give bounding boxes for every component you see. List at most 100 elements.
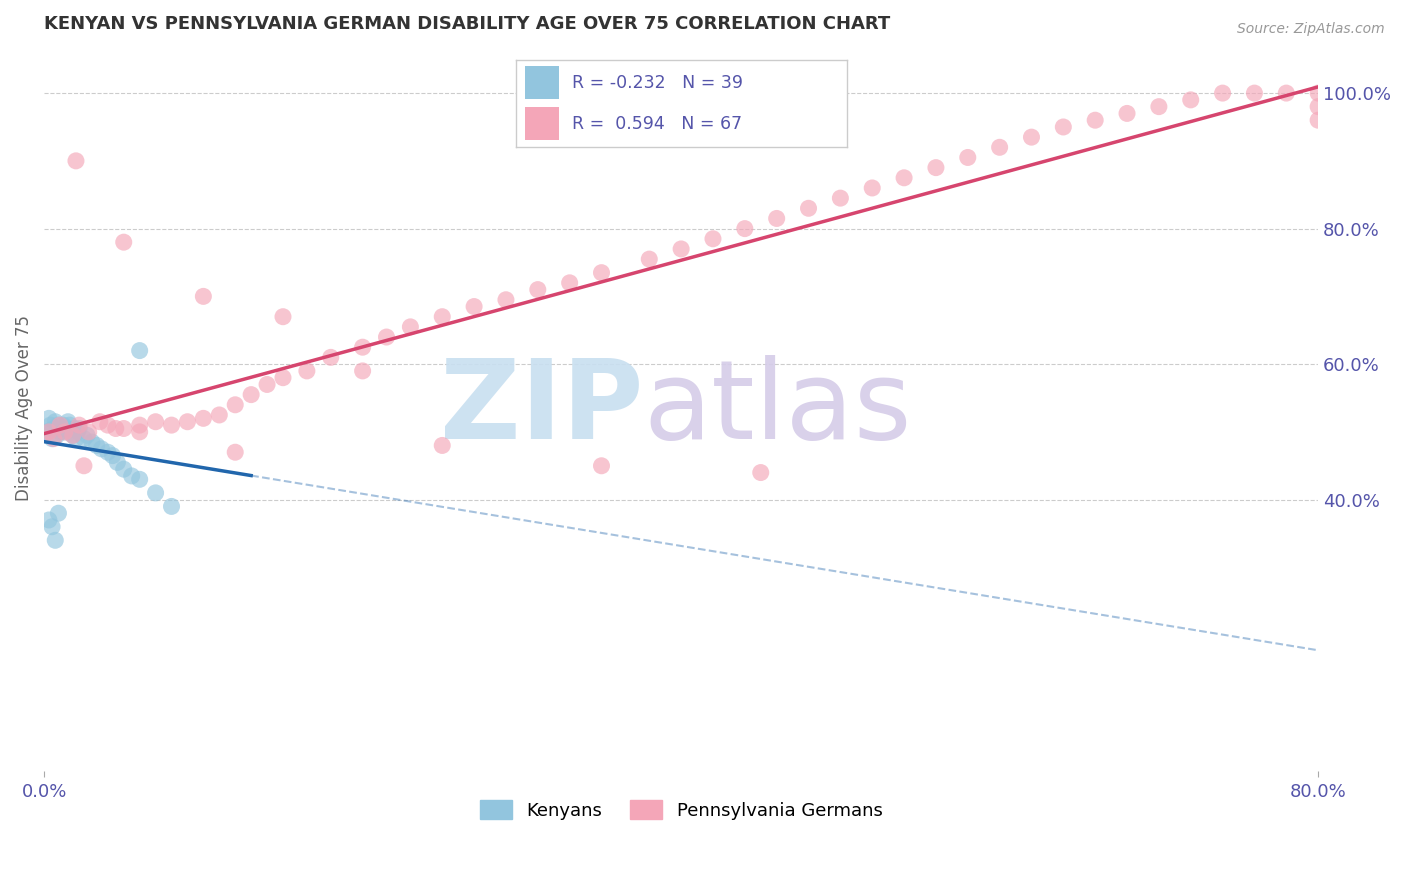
Point (86, 438, 108, 452)
Point (558, 276, 581, 290)
Point (160, 418, 183, 433)
Point (1243, 86, 1265, 100)
Point (765, 211, 787, 226)
Point (1212, 86, 1234, 100)
Point (112, 235, 135, 249)
Point (375, 330, 398, 344)
Text: atlas: atlas (643, 355, 911, 462)
Point (749, 466, 772, 480)
Point (105, 455, 128, 469)
Point (145, 415, 167, 429)
Point (893, 170, 915, 185)
Point (58, 418, 80, 433)
Point (1116, 106, 1139, 120)
Point (295, 364, 318, 378)
Point (48, 506, 70, 520)
Point (1308, 113, 1330, 128)
Point (224, 398, 246, 412)
Point (38, 425, 60, 439)
Point (52, 418, 75, 433)
Point (101, 449, 124, 463)
Point (53, 425, 76, 439)
Point (73, 432, 96, 446)
Point (97, 445, 120, 459)
Point (44, 533, 66, 548)
Point (669, 242, 692, 256)
Point (60, 425, 83, 439)
Point (104, 421, 127, 435)
Point (77, 425, 100, 439)
Point (830, 191, 852, 205)
Point (56, 415, 79, 429)
Point (271, 310, 294, 324)
Point (224, 445, 246, 459)
Point (527, 283, 550, 297)
Point (89, 415, 111, 429)
Point (1308, 100, 1330, 114)
Point (1180, 93, 1202, 107)
Point (1147, 100, 1170, 114)
Point (256, 377, 278, 392)
Point (44, 415, 66, 429)
Point (1308, 86, 1330, 100)
Text: Source: ZipAtlas.com: Source: ZipAtlas.com (1237, 22, 1385, 37)
Point (65, 432, 87, 446)
Point (193, 289, 215, 303)
Point (352, 364, 374, 378)
Point (734, 221, 756, 235)
Point (49, 425, 72, 439)
Point (51, 421, 73, 435)
Point (112, 421, 135, 435)
Point (63, 421, 86, 435)
Point (591, 458, 613, 473)
Point (41, 432, 63, 446)
Point (62, 428, 84, 442)
Point (48, 418, 70, 433)
Point (240, 387, 263, 401)
Point (45, 428, 67, 442)
Point (39, 418, 62, 433)
Point (67, 421, 90, 435)
Point (37, 425, 59, 439)
Point (797, 202, 820, 216)
Point (38, 411, 60, 425)
Point (352, 340, 374, 354)
Point (925, 161, 948, 175)
Point (193, 411, 215, 425)
Point (53, 425, 76, 439)
Point (128, 343, 150, 358)
Point (121, 469, 143, 483)
Point (638, 252, 661, 266)
Point (128, 418, 150, 433)
Point (128, 425, 150, 439)
Y-axis label: Disability Age Over 75: Disability Age Over 75 (15, 315, 32, 501)
Point (97, 418, 120, 433)
Point (176, 415, 198, 429)
Text: KENYAN VS PENNSYLVANIA GERMAN DISABILITY AGE OVER 75 CORRELATION CHART: KENYAN VS PENNSYLVANIA GERMAN DISABILITY… (44, 15, 890, 33)
Point (988, 140, 1011, 154)
Point (90, 442, 112, 456)
Point (160, 500, 183, 514)
Point (702, 232, 724, 246)
Point (49, 418, 72, 433)
Point (208, 408, 231, 422)
Point (76, 428, 98, 442)
Point (463, 300, 485, 314)
Point (62, 428, 84, 442)
Point (399, 319, 422, 334)
Point (55, 421, 77, 435)
Point (956, 151, 979, 165)
Point (112, 462, 135, 476)
Point (80, 435, 103, 450)
Point (432, 438, 454, 452)
Point (432, 310, 454, 324)
Point (860, 181, 883, 195)
Text: ZIP: ZIP (440, 355, 643, 462)
Point (495, 293, 517, 307)
Point (591, 266, 613, 280)
Point (271, 370, 294, 384)
Point (128, 472, 150, 486)
Point (1275, 86, 1298, 100)
Point (42, 432, 65, 446)
Point (38, 513, 60, 527)
